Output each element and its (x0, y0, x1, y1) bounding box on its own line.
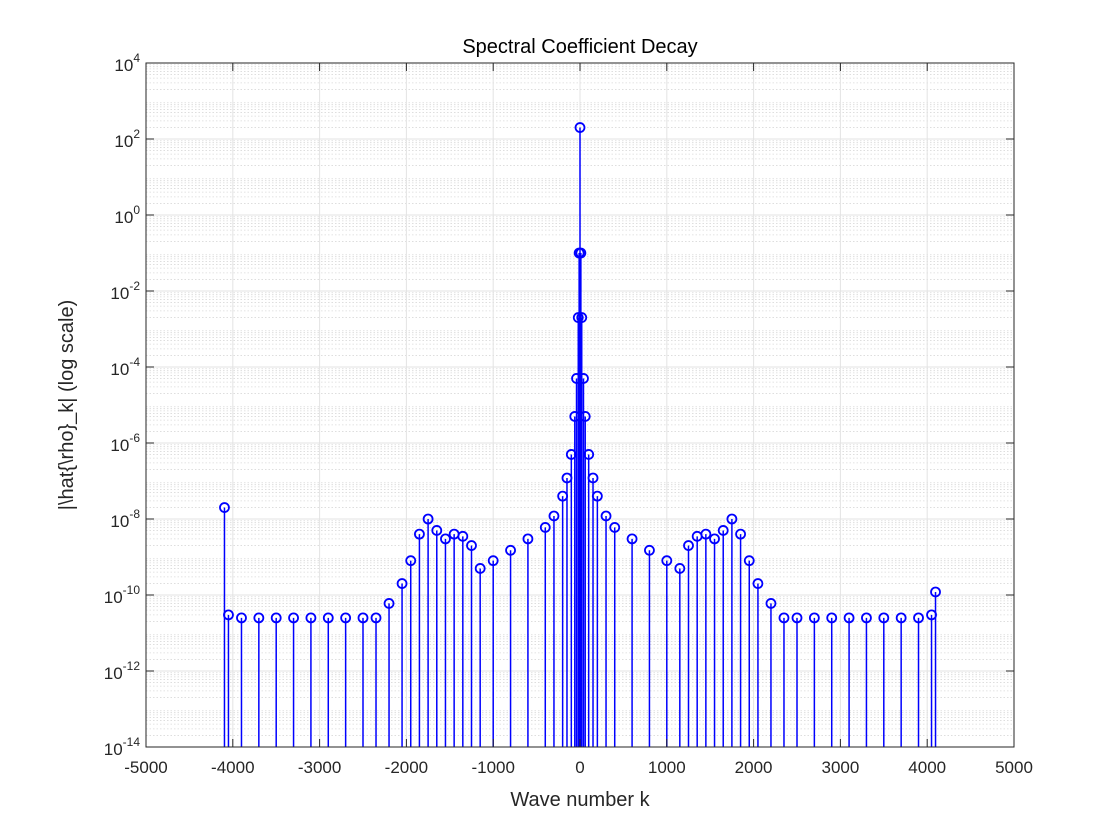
data-point (752, 578, 764, 589)
data-point (587, 472, 599, 484)
data-point (223, 609, 234, 621)
data-point (644, 544, 655, 556)
x-axis-label: Wave number k (510, 789, 650, 811)
data-point (575, 247, 587, 259)
data-point (431, 525, 443, 536)
data-point (357, 612, 369, 624)
data-point (578, 373, 589, 384)
data-point (466, 540, 477, 551)
data-point (322, 612, 334, 624)
data-point (591, 490, 603, 502)
data-point (219, 502, 230, 513)
data-point (405, 555, 417, 567)
x-tick-label: -2000 (385, 758, 428, 777)
x-tick-label: 3000 (821, 758, 859, 777)
data-point (778, 612, 790, 624)
data-point (440, 533, 451, 545)
x-tick-label: 2000 (735, 758, 773, 777)
x-tick-label: 4000 (908, 758, 946, 777)
y-tick-label: 102 (114, 127, 140, 151)
data-point (861, 612, 872, 624)
x-tick-label: -4000 (211, 758, 254, 777)
data-point (808, 612, 820, 624)
data-point (305, 612, 317, 624)
data-point (548, 510, 560, 522)
y-tick-labels: 10-14 10-12 10-10 10-8 10-6 10-4 10-2 100 102 104 (104, 51, 141, 759)
data-point (583, 449, 595, 460)
x-tick-label: -5000 (124, 758, 167, 777)
y-tick-label: 10-4 (110, 355, 140, 379)
data-point (422, 513, 434, 525)
data-point (576, 312, 588, 323)
data-point (700, 528, 712, 540)
data-point (569, 411, 581, 422)
y-axis-label: |\hat{\rho}_k| (log scale) (56, 300, 78, 511)
data-point (340, 612, 352, 624)
x-tick-label: 1000 (648, 758, 686, 777)
stem-lines (223, 127, 937, 747)
y-tick-label: 100 (114, 203, 140, 227)
data-point (487, 555, 499, 567)
y-tick-label: 10-12 (104, 659, 141, 683)
x-tick-label: 0 (575, 758, 584, 777)
data-point (571, 373, 582, 384)
data-point (600, 510, 612, 522)
data-point (561, 472, 573, 484)
y-tick-label: 10-10 (104, 583, 141, 607)
data-point (579, 411, 591, 422)
data-point (253, 612, 265, 624)
data-markers (219, 122, 941, 624)
data-point (557, 490, 569, 502)
data-point (288, 612, 299, 624)
data-point (370, 612, 382, 624)
data-point (709, 533, 720, 545)
y-tick-label: 10-2 (110, 279, 140, 303)
data-point (474, 563, 486, 574)
data-point (270, 612, 282, 624)
data-point (791, 612, 803, 624)
data-point (457, 530, 469, 542)
data-point (383, 598, 395, 609)
data-point (930, 586, 941, 598)
y-tick-label: 104 (114, 51, 140, 75)
y-tick-label: 10-14 (104, 735, 141, 759)
y-tick-label: 10-8 (110, 507, 140, 531)
data-point (895, 612, 907, 624)
data-point (765, 598, 777, 609)
y-tick-label: 10-6 (110, 431, 140, 455)
tick-marks (145, 62, 1015, 748)
data-point (574, 122, 586, 133)
data-point (726, 513, 738, 525)
data-point (626, 533, 638, 545)
data-point (505, 544, 516, 556)
data-point (565, 449, 577, 460)
data-point (609, 522, 621, 533)
data-point (843, 612, 855, 624)
x-tick-label: -3000 (298, 758, 341, 777)
data-point (717, 525, 729, 536)
data-point (683, 540, 694, 551)
data-point (826, 612, 838, 624)
data-point (878, 612, 890, 624)
data-point (522, 533, 534, 545)
data-point (539, 522, 551, 533)
x-tick-labels: -5000 -4000 -3000 -2000 -1000 0 1000 2000 3000 40… (124, 758, 1033, 777)
x-tick-label: 5000 (995, 758, 1033, 777)
data-point (926, 609, 937, 621)
data-point (414, 528, 425, 540)
data-point (743, 555, 755, 567)
data-point (674, 563, 686, 574)
data-point (661, 555, 673, 567)
data-point (572, 312, 584, 323)
data-point (913, 612, 924, 624)
data-point (236, 612, 247, 624)
data-point (396, 578, 408, 589)
chart-title: Spectral Coefficient Decay (462, 36, 697, 58)
x-tick-label: -1000 (471, 758, 514, 777)
data-point (735, 528, 746, 540)
